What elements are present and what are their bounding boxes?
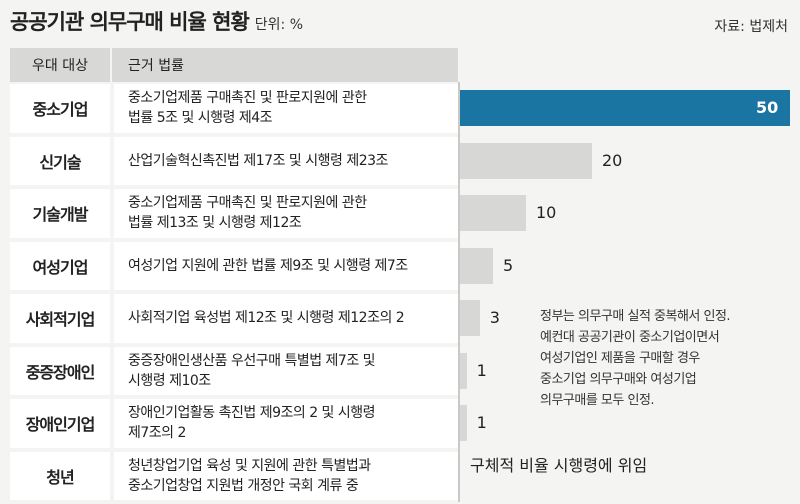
row-category: 중증장애인 [10, 346, 110, 395]
bar-value-label: 50 [756, 98, 779, 118]
source-label: 자료: 법제처 [714, 19, 788, 35]
row-law: 산업기술혁신촉진법 제17조 및 시행령 제23조 [114, 136, 458, 185]
bar [460, 405, 467, 442]
row-category: 여성기업 [10, 241, 110, 290]
chart-title: 공공기관 의무구매 비율 현황 [10, 10, 250, 34]
row-category: 사회적기업 [10, 294, 110, 343]
bar-axis-line [458, 82, 460, 502]
row-law: 중증장애인생산품 우선구매 특별법 제7조 및 시행령 제10조 [114, 346, 458, 395]
row-law: 중소기업제품 구매촉진 및 판로지원에 관한 법률 제13조 및 시행령 제12… [114, 189, 458, 238]
table-row: 중소기업 중소기업제품 구매촉진 및 판로지원에 관한 법률 5조 및 시행령 제… [10, 82, 458, 135]
footnote: 정부는 의무구매 실적 중복해서 인정. 예컨대 공공기관이 중소기업이면서 여… [540, 309, 731, 408]
title-row: 공공기관 의무구매 비율 현황 단위: % [10, 6, 303, 42]
bar-value-label: 5 [503, 255, 514, 275]
bar-value-label: 20 [602, 150, 623, 170]
bar [460, 195, 526, 232]
row-law: 사회적기업 육성법 제12조 및 시행령 제12조의 2 [114, 294, 458, 343]
bar-value-label: 3 [489, 308, 500, 328]
row-law: 중소기업제품 구매촉진 및 판로지원에 관한 법률 5조 및 시행령 제4조 [114, 84, 458, 133]
bar-value-label: 1 [476, 360, 487, 380]
unit-label: 단위: % [254, 17, 304, 33]
bar-value-label: 1 [476, 413, 487, 433]
bar [460, 247, 493, 284]
table-row: 사회적기업 사회적기업 육성법 제12조 및 시행령 제12조의 2 [10, 292, 458, 345]
bar [460, 352, 467, 389]
table-row: 중증장애인 중증장애인생산품 우선구매 특별법 제7조 및 시행령 제10조 [10, 345, 458, 398]
row-law: 장애인기업활동 촉진법 제9조의 2 및 시행령 제7조의 2 [114, 399, 458, 448]
table-row: 기술개발 중소기업제품 구매촉진 및 판로지원에 관한 법률 제13조 및 시행령… [10, 187, 458, 240]
table-header: 우대 대상 근거 법률 [10, 48, 458, 82]
bar-value-label: 10 [536, 203, 557, 223]
row-category: 신기술 [10, 136, 110, 185]
bar [460, 90, 790, 127]
row-category: 중소기업 [10, 84, 110, 133]
row-law: 여성기업 지원에 관한 법률 제9조 및 시행령 제7조 [114, 241, 458, 290]
header-category: 우대 대상 [32, 58, 88, 74]
row-category: 청년 [10, 451, 110, 500]
bar [460, 142, 592, 179]
table-row: 신기술 산업기술혁신촉진법 제17조 및 시행령 제23조 [10, 135, 458, 188]
header-divider [110, 48, 112, 82]
table-row: 장애인기업 장애인기업활동 촉진법 제9조의 2 및 시행령 제7조의 2 [10, 397, 458, 450]
header-law: 근거 법률 [128, 58, 184, 74]
table-row: 청년 청년창업기업 육성 및 지원에 관한 특별법과 중소기업창업 지원법 개정안… [10, 450, 458, 503]
row-category: 기술개발 [10, 189, 110, 238]
bar [460, 300, 480, 337]
table-row: 여성기업 여성기업 지원에 관한 법률 제9조 및 시행령 제7조 [10, 240, 458, 293]
youth-note: 구체적 비율 시행령에 위임 [470, 456, 648, 475]
row-category: 장애인기업 [10, 399, 110, 448]
row-law: 청년창업기업 육성 및 지원에 관한 특별법과 중소기업창업 지원법 개정안 국… [114, 451, 458, 500]
